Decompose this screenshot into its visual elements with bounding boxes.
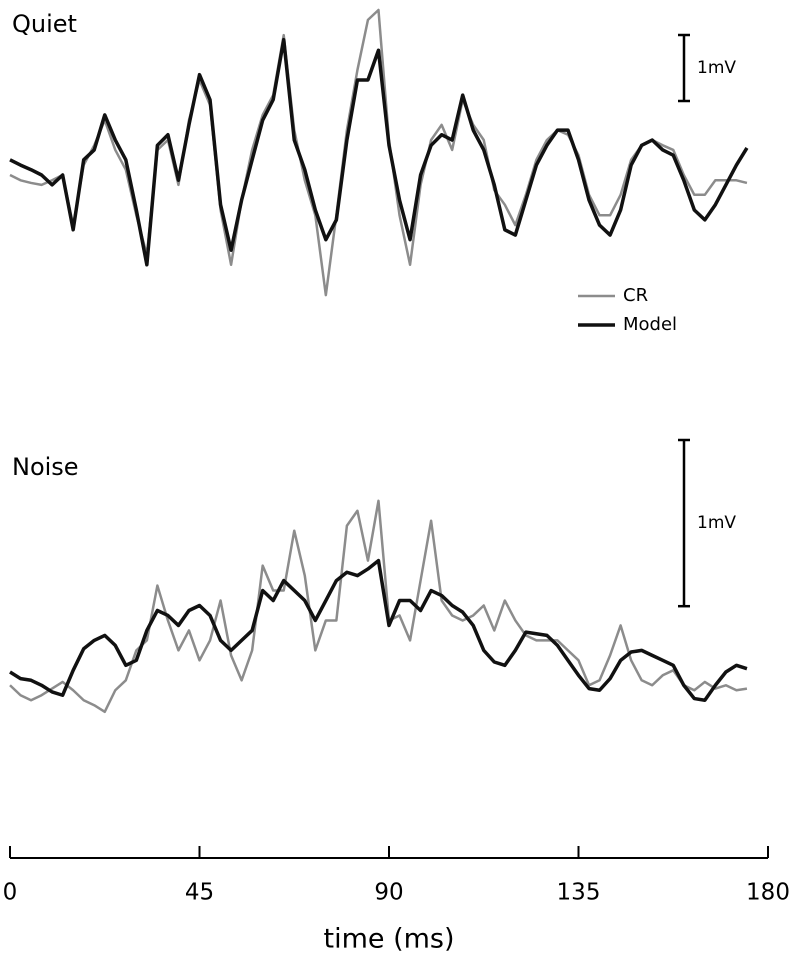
series-line bbox=[9, 499, 748, 714]
legend-label: CR bbox=[623, 285, 648, 306]
scale-bar bbox=[678, 33, 690, 103]
x-tick-label: 135 bbox=[557, 880, 601, 906]
scale-bar-label: 1mV bbox=[697, 58, 736, 78]
legend-label: Model bbox=[623, 314, 677, 335]
x-axis-title: time (ms) bbox=[323, 924, 454, 955]
series-line bbox=[9, 558, 748, 702]
panel-title: Quiet bbox=[12, 10, 77, 38]
panel-title: Noise bbox=[12, 453, 79, 481]
x-tick-label: 45 bbox=[185, 880, 214, 906]
series-line bbox=[9, 37, 749, 267]
scale-bar-label: 1mV bbox=[697, 513, 736, 533]
x-tick-label: 90 bbox=[374, 880, 403, 906]
x-tick-label: 180 bbox=[746, 880, 790, 906]
x-tick-label: 0 bbox=[3, 880, 18, 906]
scale-bar bbox=[678, 438, 690, 608]
